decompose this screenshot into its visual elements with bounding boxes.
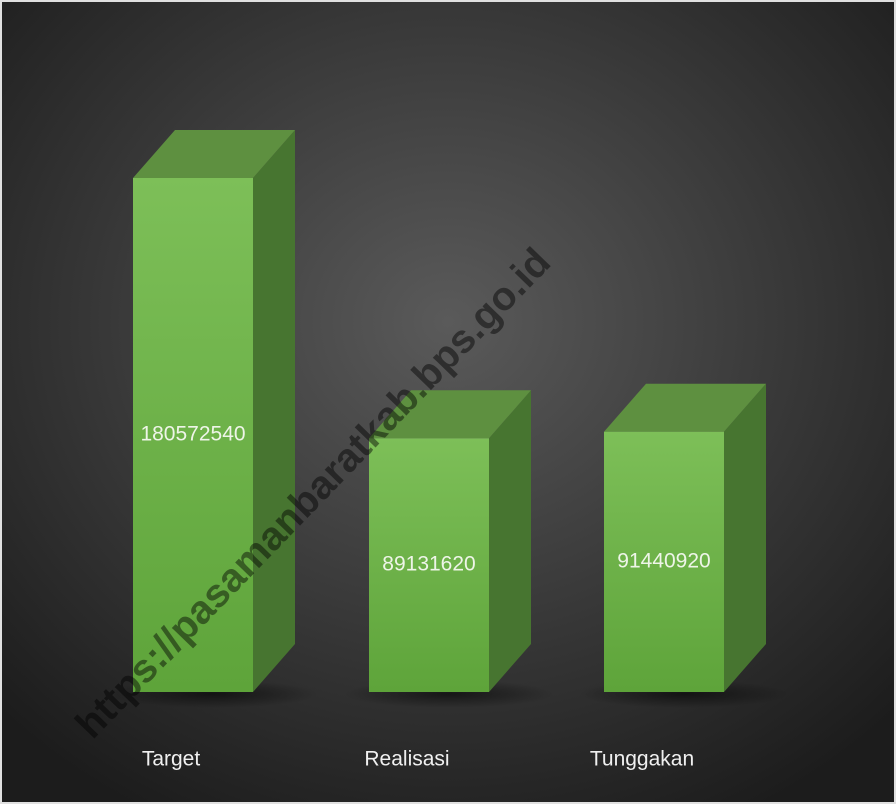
x-tick-label: Tunggakan <box>590 748 694 771</box>
x-tick-label: Realisasi <box>364 748 449 771</box>
data-label: 89131620 <box>382 553 475 576</box>
bar-top <box>604 383 766 432</box>
bar-side <box>489 390 531 692</box>
plot-area: 180572540 Target 89131620 Realisasi 91440920… <box>108 130 789 771</box>
bar <box>133 178 253 692</box>
bar <box>369 438 489 692</box>
bar-top <box>369 390 531 439</box>
x-tick-label: Target <box>142 748 201 771</box>
data-label: 91440920 <box>617 549 710 572</box>
data-label: 180572540 <box>140 423 245 446</box>
bar-top <box>133 130 295 178</box>
bar <box>604 431 724 692</box>
bar-side <box>724 383 766 692</box>
bar-side <box>253 130 295 692</box>
